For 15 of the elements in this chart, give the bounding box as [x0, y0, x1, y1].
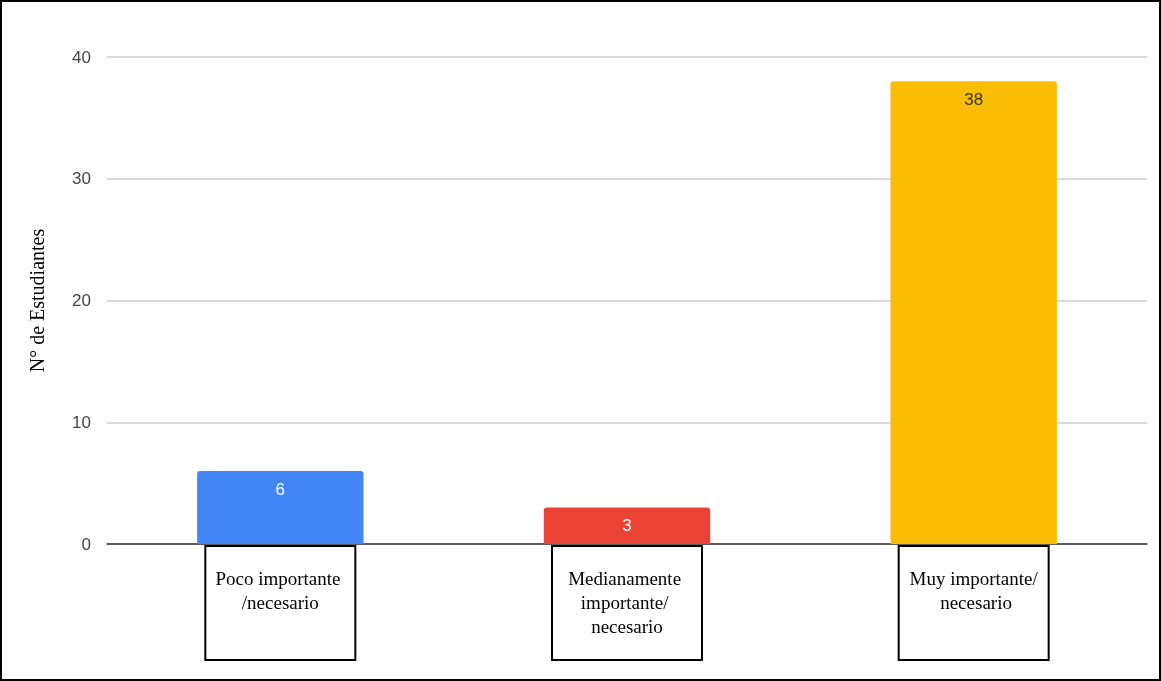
data-label: 38: [964, 90, 984, 110]
x-tick-label: Muy importante/ necesario: [909, 567, 1039, 613]
y-axis-title: N° de Estudiantes: [26, 228, 48, 373]
data-label: 3: [622, 516, 632, 536]
bar: [890, 81, 1057, 544]
y-tick-label: 40: [72, 47, 91, 67]
bar: [197, 470, 364, 544]
bar: [543, 507, 711, 544]
y-tick-label: 0: [81, 534, 91, 554]
data-label: 6: [275, 479, 286, 499]
y-tick-label: 10: [72, 412, 91, 432]
y-tick-label: 20: [72, 291, 91, 310]
y-tick-label: 30: [72, 169, 91, 189]
x-tick-label: Medianamente importante/ necesario: [568, 567, 686, 637]
x-tick-label: Poco importante /necesario: [215, 567, 346, 613]
